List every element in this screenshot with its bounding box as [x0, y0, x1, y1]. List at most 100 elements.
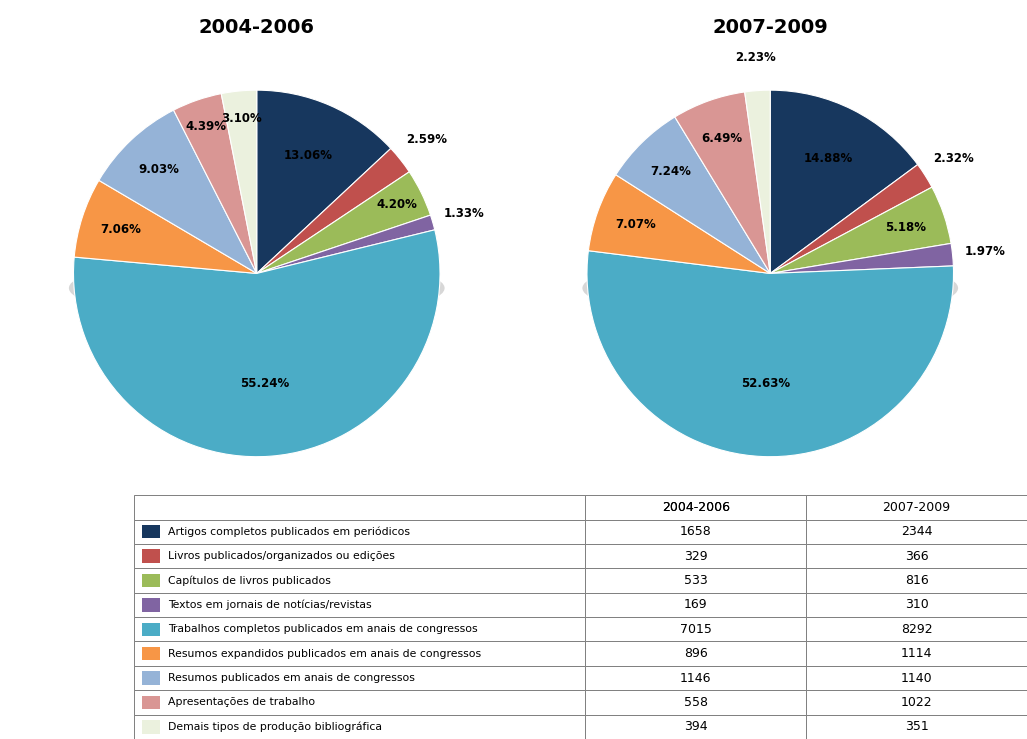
Wedge shape	[770, 165, 931, 273]
Bar	[585, 568, 806, 593]
Bar	[806, 495, 1027, 520]
Text: 2007-2009: 2007-2009	[882, 501, 951, 514]
Text: 7.07%: 7.07%	[615, 219, 656, 231]
Bar	[806, 544, 1027, 568]
Text: 366: 366	[905, 550, 928, 562]
Bar	[134, 617, 585, 641]
Text: 55.24%: 55.24%	[240, 377, 290, 389]
Text: 329: 329	[684, 550, 708, 562]
Bar	[142, 525, 160, 539]
Text: 9.03%: 9.03%	[139, 163, 180, 176]
Text: 1.97%: 1.97%	[965, 245, 1005, 258]
Text: 2344: 2344	[901, 525, 933, 538]
Text: 2004-2006: 2004-2006	[661, 501, 730, 514]
Bar	[134, 715, 585, 739]
Text: Apresentações de trabalho: Apresentações de trabalho	[168, 698, 315, 707]
Text: 351: 351	[905, 721, 928, 733]
Text: 558: 558	[684, 696, 708, 709]
Bar	[585, 544, 806, 568]
Text: 1140: 1140	[901, 672, 933, 684]
Text: 7015: 7015	[680, 623, 712, 636]
Wedge shape	[745, 90, 770, 273]
Wedge shape	[770, 187, 951, 273]
Bar	[806, 666, 1027, 690]
Wedge shape	[675, 92, 770, 273]
Bar	[134, 641, 585, 666]
Text: 2004-2006: 2004-2006	[661, 501, 730, 514]
Text: 13.06%: 13.06%	[283, 149, 333, 163]
Wedge shape	[174, 94, 257, 273]
Wedge shape	[99, 110, 257, 273]
Wedge shape	[616, 117, 770, 273]
Text: 52.63%: 52.63%	[741, 377, 790, 389]
Bar	[585, 520, 806, 544]
Bar	[134, 593, 585, 617]
Wedge shape	[770, 243, 953, 273]
Text: Artigos completos publicados em periódicos: Artigos completos publicados em periódic…	[168, 526, 411, 537]
Text: 533: 533	[684, 574, 708, 587]
Bar	[806, 690, 1027, 715]
Wedge shape	[257, 215, 434, 273]
Text: 2.59%: 2.59%	[406, 133, 447, 146]
Bar	[134, 568, 585, 593]
Text: 4.20%: 4.20%	[376, 198, 417, 211]
Text: 1.33%: 1.33%	[444, 207, 485, 219]
Bar	[585, 666, 806, 690]
Bar	[134, 666, 585, 690]
Bar	[142, 598, 160, 612]
Bar	[585, 690, 806, 715]
Wedge shape	[257, 149, 410, 273]
Bar	[585, 641, 806, 666]
Text: Resumos publicados em anais de congressos: Resumos publicados em anais de congresso…	[168, 673, 415, 683]
Text: 310: 310	[905, 599, 928, 611]
Bar	[142, 695, 160, 709]
Bar	[585, 617, 806, 641]
Bar	[142, 720, 160, 734]
Bar	[806, 520, 1027, 544]
Title: 2004-2006: 2004-2006	[199, 18, 314, 37]
Text: 816: 816	[905, 574, 928, 587]
Wedge shape	[587, 251, 953, 457]
Bar	[134, 495, 585, 520]
Text: 3.10%: 3.10%	[221, 112, 262, 125]
Wedge shape	[257, 90, 391, 273]
Bar	[142, 671, 160, 685]
Text: 1022: 1022	[901, 696, 933, 709]
Bar	[142, 549, 160, 563]
Text: 7.06%: 7.06%	[101, 223, 141, 236]
Text: 1146: 1146	[680, 672, 712, 684]
Bar	[806, 593, 1027, 617]
Title: 2007-2009: 2007-2009	[713, 18, 828, 37]
Bar	[806, 641, 1027, 666]
Ellipse shape	[582, 256, 958, 320]
Text: Capítulos de livros publicados: Capítulos de livros publicados	[168, 575, 332, 586]
Text: 2.32%: 2.32%	[933, 151, 974, 165]
Bar	[134, 520, 585, 544]
Bar	[142, 573, 160, 588]
Wedge shape	[221, 90, 257, 273]
Wedge shape	[74, 180, 257, 273]
Bar	[134, 544, 585, 568]
Text: Demais tipos de produção bibliográfica: Demais tipos de produção bibliográfica	[168, 721, 382, 732]
Text: Trabalhos completos publicados em anais de congressos: Trabalhos completos publicados em anais …	[168, 624, 478, 634]
Wedge shape	[74, 230, 440, 457]
Text: Resumos expandidos publicados em anais de congressos: Resumos expandidos publicados em anais d…	[168, 649, 482, 658]
Bar	[585, 715, 806, 739]
Wedge shape	[770, 90, 918, 273]
Text: 7.24%: 7.24%	[650, 165, 691, 178]
Bar	[134, 690, 585, 715]
Text: 4.39%: 4.39%	[185, 120, 226, 133]
Wedge shape	[588, 174, 770, 273]
Text: Textos em jornais de notícias/revistas: Textos em jornais de notícias/revistas	[168, 599, 372, 610]
Text: 169: 169	[684, 599, 708, 611]
Text: 6.49%: 6.49%	[701, 132, 743, 146]
Text: 1658: 1658	[680, 525, 712, 538]
Wedge shape	[257, 172, 430, 273]
Text: 14.88%: 14.88%	[803, 152, 852, 166]
Text: 896: 896	[684, 647, 708, 660]
Ellipse shape	[69, 256, 445, 320]
Bar	[806, 617, 1027, 641]
Bar	[142, 647, 160, 661]
Bar	[142, 622, 160, 636]
Text: 5.18%: 5.18%	[885, 221, 926, 234]
